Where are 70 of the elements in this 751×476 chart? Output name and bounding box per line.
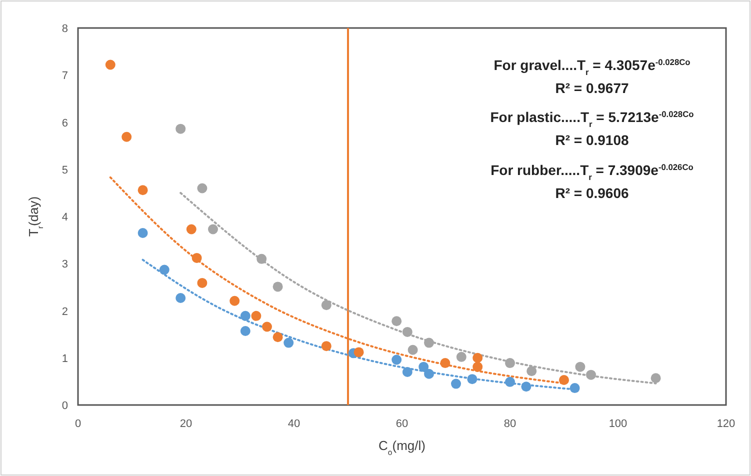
point	[451, 378, 461, 389]
point	[138, 185, 148, 196]
point	[262, 322, 272, 332]
point	[424, 338, 434, 348]
x-tick-label: 80	[504, 418, 516, 430]
annotation: For gravel....T$_{r}$ = 4.3057e$^{-0.028Co}$	[494, 57, 690, 77]
point	[505, 358, 515, 368]
annotation: R² = 0.9677	[555, 80, 629, 96]
point	[208, 224, 218, 234]
point	[559, 375, 569, 386]
point	[392, 316, 402, 326]
point	[159, 264, 170, 275]
point	[176, 124, 186, 134]
point	[472, 352, 483, 363]
point	[105, 60, 116, 70]
point	[251, 310, 262, 321]
y-tick-label: 3	[62, 258, 68, 271]
point	[472, 362, 483, 372]
point	[408, 344, 418, 355]
annotation: For plastic.....T$_{r}$ = 5.7213e$^{-0.028Co}$	[490, 109, 694, 129]
point	[526, 366, 537, 376]
point	[521, 382, 532, 392]
point	[138, 228, 148, 238]
x-tick-label: 40	[288, 418, 300, 430]
point	[570, 383, 580, 394]
point	[230, 296, 240, 306]
point	[467, 374, 478, 384]
y-tick-label: 5	[62, 164, 68, 176]
point	[272, 332, 283, 342]
point	[440, 358, 450, 368]
point	[354, 347, 364, 358]
x-tick-label: 60	[396, 418, 408, 430]
point	[321, 300, 332, 310]
point	[186, 224, 196, 234]
y-tick-label: 1	[62, 352, 68, 365]
point	[402, 367, 412, 378]
y-tick-label: 7	[62, 70, 68, 82]
point	[456, 352, 466, 362]
point	[192, 252, 202, 263]
annotation: R² = 0.9108	[555, 132, 629, 148]
point	[650, 373, 661, 384]
point	[321, 341, 332, 352]
point	[418, 362, 429, 372]
x-tick-label: 100	[608, 418, 628, 430]
point	[424, 368, 434, 379]
x-tick-label: 120	[716, 418, 736, 430]
annotation: R² = 0.9606	[555, 185, 629, 201]
point	[176, 293, 186, 304]
point	[284, 338, 294, 348]
y-tick-label: 2	[62, 306, 68, 318]
x-tick-label: 0	[74, 418, 82, 430]
point	[272, 282, 283, 292]
point	[575, 362, 586, 372]
x-axis-title: C$_{o}$(mg/l)	[378, 438, 426, 456]
point	[240, 326, 250, 336]
point	[505, 376, 515, 387]
point	[122, 132, 132, 142]
point	[402, 326, 412, 337]
y-tick-label: 4	[62, 212, 68, 224]
y-tick-label: 8	[62, 23, 68, 35]
point	[197, 278, 208, 288]
y-tick-label: 0	[62, 400, 68, 412]
point	[586, 370, 596, 380]
annotation: For rubber.....T$_{r}$ = 7.3909e$^{-0.026Co}$	[490, 162, 694, 182]
point	[240, 310, 250, 321]
point	[197, 183, 208, 194]
point	[392, 354, 402, 365]
x-tick-label: 20	[180, 418, 192, 430]
y-tick-label: 6	[62, 117, 68, 130]
point	[256, 254, 267, 264]
